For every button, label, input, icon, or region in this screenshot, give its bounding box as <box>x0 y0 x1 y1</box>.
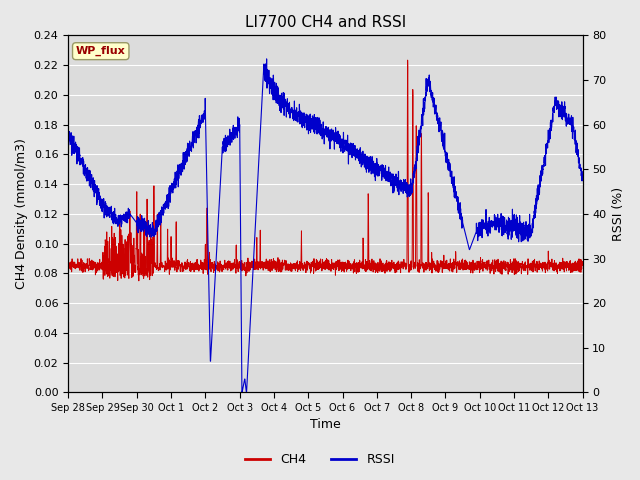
X-axis label: Time: Time <box>310 419 340 432</box>
Text: WP_flux: WP_flux <box>76 46 125 56</box>
Y-axis label: RSSI (%): RSSI (%) <box>612 187 625 241</box>
Legend: CH4, RSSI: CH4, RSSI <box>240 448 400 471</box>
Title: LI7700 CH4 and RSSI: LI7700 CH4 and RSSI <box>244 15 406 30</box>
Y-axis label: CH4 Density (mmol/m3): CH4 Density (mmol/m3) <box>15 138 28 289</box>
